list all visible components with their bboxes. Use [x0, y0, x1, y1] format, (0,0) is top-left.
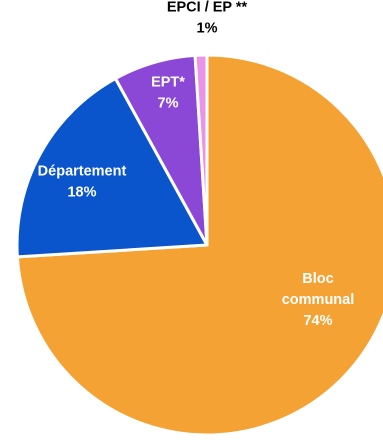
pie-slice-2-value-label: 18%	[67, 184, 96, 200]
pie-slice-4-category-label: EPCI / EP **	[167, 0, 248, 15]
pie-slice-1-category-label: Bloc	[302, 271, 333, 287]
pie-slice-4-value-label: 1%	[197, 20, 218, 36]
pie-slice-3-value-label: 7%	[158, 95, 179, 111]
pie-slice-2	[15, 77, 209, 259]
pie-slice-2-category-label: Département	[38, 163, 127, 179]
pie-slice-4	[193, 53, 209, 247]
pie-slice-3-category-label: EPT*	[151, 74, 185, 90]
pie-slices	[15, 53, 383, 437]
pie-slice-1-category-label: communal	[282, 292, 355, 308]
pie-slice-1-value-label: 74%	[303, 313, 332, 329]
pie-labels: Bloc communal 74% Département 18% EPT* 7% EPCI …	[38, 0, 355, 329]
pie-slice-1	[15, 53, 383, 437]
